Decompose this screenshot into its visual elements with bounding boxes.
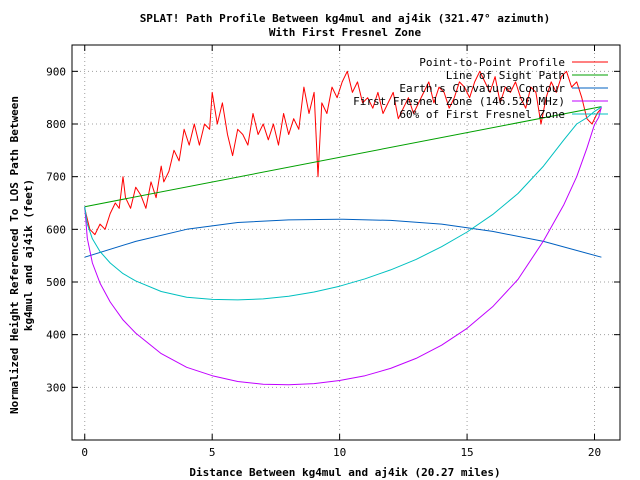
x-tick-label: 5 bbox=[209, 446, 216, 459]
series-line-2 bbox=[84, 218, 602, 258]
x-tick-label: 10 bbox=[333, 446, 346, 459]
x-tick-label: 20 bbox=[588, 446, 601, 459]
chart-title-line1: SPLAT! Path Profile Between kg4mul and a… bbox=[140, 12, 551, 25]
y-tick-label: 700 bbox=[46, 171, 66, 184]
plot-frame bbox=[71, 44, 621, 441]
chart-title-line2: With First Fresnel Zone bbox=[269, 26, 422, 39]
y-tick-label: 400 bbox=[46, 329, 66, 342]
y-tick-label: 300 bbox=[46, 381, 66, 394]
y-tick-label: 500 bbox=[46, 276, 66, 289]
legend-label-1: Line of Sight Path bbox=[446, 69, 565, 82]
legend-label-3: First Fresnel Zone (146.520 MHz) bbox=[353, 95, 565, 108]
legend-label-2: Earth's Curvature Contour bbox=[399, 82, 565, 95]
grid-lines bbox=[72, 45, 620, 440]
series-line-0 bbox=[84, 70, 602, 236]
y-axis-title-line1: Normalized Height Referenced To LOS Path… bbox=[8, 96, 21, 414]
y-axis-title-line2: kg4mul and aj4ik (feet) bbox=[22, 179, 35, 331]
y-tick-label: 800 bbox=[46, 118, 66, 131]
legend-label-4: 60% of First Fresnel Zone bbox=[399, 108, 565, 121]
y-tick-label: 600 bbox=[46, 223, 66, 236]
x-tick-label: 0 bbox=[81, 446, 88, 459]
series-line-4 bbox=[84, 106, 602, 301]
legend-label-0: Point-to-Point Profile bbox=[419, 56, 565, 69]
axis-ticks: 0 5 10 15 20 300 400 500 600 700 800 900 bbox=[46, 45, 620, 459]
series-line-1 bbox=[84, 106, 602, 208]
series-line-3 bbox=[84, 106, 602, 386]
x-tick-label: 15 bbox=[460, 446, 473, 459]
series-group bbox=[84, 70, 602, 386]
x-axis-title: Distance Between kg4mul and aj4ik (20.27… bbox=[189, 466, 500, 479]
y-tick-label: 900 bbox=[46, 65, 66, 78]
